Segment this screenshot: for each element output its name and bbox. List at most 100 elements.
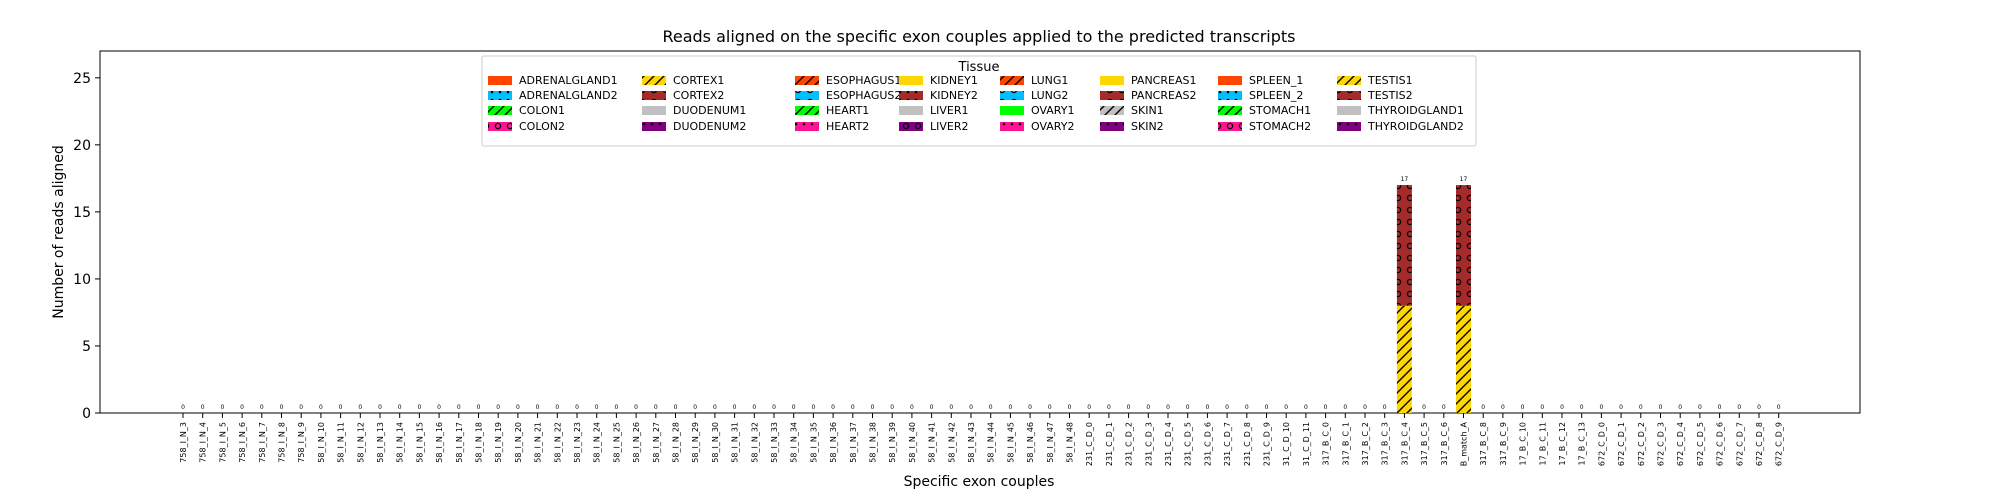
data-label: 0 xyxy=(989,404,993,411)
data-label: 0 xyxy=(536,404,540,411)
data-label: 0 xyxy=(634,404,638,411)
x-tick-label: 58_I_N_31 xyxy=(731,422,740,463)
data-label: 0 xyxy=(811,404,815,411)
x-tick-label: 317_B_C_6 xyxy=(1440,422,1449,465)
x-tick-label: 58_I_N_13 xyxy=(376,422,385,463)
legend-label: SKIN1 xyxy=(1131,104,1164,117)
x-tick-label: 58_I_N_38 xyxy=(869,422,878,463)
x-tick-label: 31_C_D_11 xyxy=(1302,422,1311,466)
x-tick-label: 672_C_D_2 xyxy=(1637,422,1646,466)
bar-testis1 xyxy=(1396,305,1412,413)
data-label: 0 xyxy=(1698,404,1702,411)
legend-swatch xyxy=(1000,76,1024,85)
data-label: 0 xyxy=(1087,404,1091,411)
x-tick-label: 231_C_D_3 xyxy=(1144,422,1153,466)
data-label: 0 xyxy=(575,404,579,411)
x-tick-label: 231_C_D_9 xyxy=(1263,422,1272,466)
data-label: 0 xyxy=(1521,404,1525,411)
x-axis-label: Specific exon couples xyxy=(904,474,1055,490)
data-label: 0 xyxy=(969,404,973,411)
legend-swatch xyxy=(795,76,819,85)
legend-label: HEART1 xyxy=(826,104,869,117)
x-tick-label: 58_I_N_25 xyxy=(612,422,621,463)
legend-label: DUODENUM2 xyxy=(673,120,746,133)
data-label: 0 xyxy=(733,404,737,411)
legend-label: TESTIS1 xyxy=(1367,74,1413,87)
x-axis-ticks: 758_I_N_3 758_I_N_4 758_I_N_5 758_I_N_6 758_… xyxy=(179,413,1784,466)
legend-item: LIVER1 xyxy=(899,104,969,117)
legend-swatch xyxy=(1337,76,1361,85)
legend-swatch xyxy=(899,122,923,131)
data-label: 0 xyxy=(437,404,441,411)
data-label: 0 xyxy=(1166,404,1170,411)
bar-series xyxy=(1396,185,1471,413)
legend-item: SKIN2 xyxy=(1100,120,1164,133)
data-label: 0 xyxy=(1245,404,1249,411)
legend-item: TESTIS2 xyxy=(1337,89,1413,102)
legend-label: OVARY2 xyxy=(1031,120,1074,133)
legend-item: OVARY2 xyxy=(1000,120,1074,133)
legend-item: TESTIS1 xyxy=(1337,74,1413,87)
legend-item: CORTEX2 xyxy=(642,89,724,102)
data-label: 0 xyxy=(752,404,756,411)
legend-item: STOMACH1 xyxy=(1218,104,1311,117)
data-label: 0 xyxy=(240,404,244,411)
legend-swatch xyxy=(1218,91,1242,100)
x-tick-label: 58_I_N_48 xyxy=(1066,422,1075,463)
legend-swatch xyxy=(642,122,666,131)
data-label: 0 xyxy=(378,404,382,411)
x-tick-label: 231_C_D_5 xyxy=(1184,422,1193,466)
legend-item: SPLEEN_2 xyxy=(1218,89,1303,102)
legend-item: THYROIDGLAND1 xyxy=(1337,104,1464,117)
legend-swatch xyxy=(1100,106,1124,115)
legend-swatch xyxy=(1100,91,1124,100)
x-tick-label: 231_C_D_1 xyxy=(1105,422,1114,466)
legend-label: THYROIDGLAND2 xyxy=(1367,120,1464,133)
data-label: 0 xyxy=(1383,404,1387,411)
x-tick-label: 58_I_N_46 xyxy=(1026,422,1035,463)
x-tick-label: 758_I_N_8 xyxy=(278,422,287,463)
legend-item: OVARY1 xyxy=(1000,104,1074,117)
legend-swatch xyxy=(1218,106,1242,115)
legend-swatch xyxy=(1337,106,1361,115)
x-tick-label: 58_I_N_22 xyxy=(553,422,562,463)
x-tick-label: 317_B_C_8 xyxy=(1479,422,1488,465)
legend-swatch xyxy=(1100,122,1124,131)
x-tick-label: 58_I_N_10 xyxy=(317,422,326,463)
legend-item: ESOPHAGUS1 xyxy=(795,74,901,87)
x-tick-label: 58_I_N_20 xyxy=(514,422,523,463)
x-tick-label: 58_I_N_39 xyxy=(888,422,897,463)
legend-label: CORTEX1 xyxy=(673,74,724,87)
y-tick-label: 10 xyxy=(73,272,91,288)
data-label: 0 xyxy=(1343,404,1347,411)
legend-swatch xyxy=(488,106,512,115)
data-label: 0 xyxy=(516,404,520,411)
x-tick-label: 672_C_D_9 xyxy=(1775,422,1784,466)
data-label: 0 xyxy=(1678,404,1682,411)
x-tick-label: 58_I_N_30 xyxy=(711,422,720,463)
data-label: 0 xyxy=(1422,404,1426,411)
legend-swatch xyxy=(1100,76,1124,85)
bar-testis1 xyxy=(1456,305,1471,413)
x-tick-label: 231_C_D_2 xyxy=(1125,422,1134,466)
legend-swatch xyxy=(488,122,512,131)
data-label: 0 xyxy=(299,404,303,411)
data-label: 0 xyxy=(713,404,717,411)
legend-item: THYROIDGLAND2 xyxy=(1337,120,1464,133)
x-tick-label: 758_I_N_6 xyxy=(238,422,247,463)
x-tick-label: 31_C_D_10 xyxy=(1282,422,1291,466)
x-tick-label: 758_I_N_3 xyxy=(179,422,188,463)
legend-title: Tissue xyxy=(958,60,1000,75)
x-tick-label: 58_I_N_43 xyxy=(967,422,976,463)
x-tick-label: 672_C_D_5 xyxy=(1696,422,1705,466)
x-tick-label: 58_I_N_16 xyxy=(435,422,444,463)
data-label: 0 xyxy=(654,404,658,411)
legend-swatch xyxy=(1000,106,1024,115)
data-label: 0 xyxy=(1560,404,1564,411)
x-tick-label: 58_I_N_34 xyxy=(790,422,799,463)
legend-swatch xyxy=(1218,76,1242,85)
x-tick-label: 58_I_N_33 xyxy=(770,422,779,463)
data-label: 0 xyxy=(1146,404,1150,411)
x-tick-label: 58_I_N_47 xyxy=(1046,422,1055,463)
